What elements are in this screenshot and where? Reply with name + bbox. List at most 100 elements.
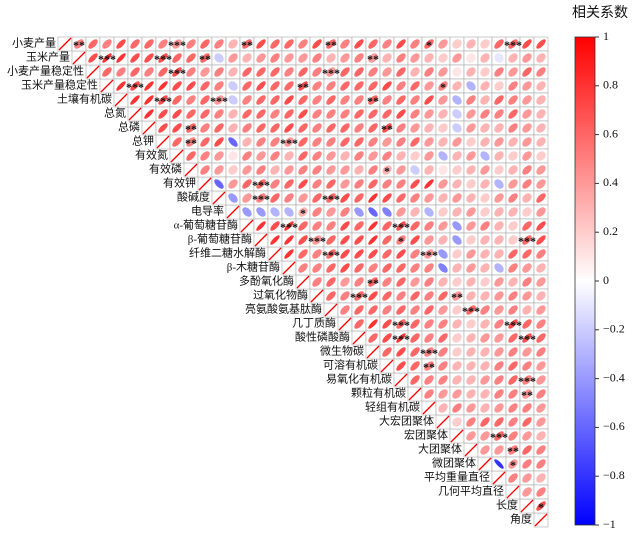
correlation-ellipse: [396, 263, 406, 273]
correlation-ellipse: [284, 109, 294, 119]
significance-star: **: [367, 94, 379, 108]
correlation-ellipse: [466, 165, 476, 175]
significance-star: ***: [322, 66, 340, 80]
colorbar-tick-label: 0.2: [603, 224, 618, 238]
correlation-ellipse: [438, 277, 448, 287]
correlation-ellipse: [270, 67, 280, 77]
row-label: 大宏团聚体: [379, 414, 434, 428]
row-label: 平均重量直径: [424, 470, 490, 484]
correlation-ellipse: [522, 53, 532, 63]
correlation-ellipse: [452, 291, 462, 301]
correlation-ellipse: [284, 249, 294, 259]
correlation-ellipse: [396, 333, 406, 343]
significance-star: **: [381, 122, 393, 136]
correlation-ellipse: [536, 263, 546, 273]
correlation-ellipse: [200, 137, 210, 147]
diagonal-mark: [240, 219, 254, 233]
row-label: 小麦产量: [12, 36, 56, 50]
correlation-ellipse: [284, 39, 294, 49]
correlation-ellipse: [410, 67, 420, 77]
correlation-ellipse: [200, 95, 210, 105]
correlation-ellipse: [466, 375, 476, 385]
correlation-ellipse: [326, 95, 336, 105]
correlation-ellipse: [536, 81, 546, 91]
correlation-ellipse: [396, 305, 406, 315]
colorbar-tick-label: 0.6: [603, 126, 618, 140]
correlation-ellipse: [494, 53, 504, 63]
correlation-ellipse: [172, 53, 182, 63]
correlation-ellipse: [424, 305, 434, 315]
correlation-ellipse: [480, 277, 490, 287]
correlation-ellipse: [452, 389, 462, 399]
correlation-ellipse: [452, 193, 462, 203]
correlation-ellipse: [172, 81, 182, 91]
correlation-ellipse: [480, 291, 490, 301]
row-label: 宏团聚体: [404, 428, 448, 442]
correlation-ellipse: [298, 95, 308, 105]
correlation-ellipse: [480, 431, 490, 441]
significance-star: ***: [490, 430, 508, 444]
correlation-ellipse: [368, 235, 378, 245]
significance-star: **: [423, 360, 435, 374]
correlation-ellipse: [536, 403, 546, 413]
correlation-ellipse: [298, 179, 308, 189]
correlation-ellipse: [494, 221, 504, 231]
diagonal-mark: [450, 429, 464, 443]
correlation-ellipse: [410, 319, 420, 329]
correlation-ellipse: [452, 81, 462, 91]
correlation-ellipse: [326, 67, 336, 77]
correlation-ellipse: [270, 165, 280, 175]
correlation-ellipse: [466, 179, 476, 189]
correlation-ellipse: [326, 123, 336, 133]
correlation-ellipse: [382, 67, 392, 77]
correlation-ellipse: [340, 221, 350, 231]
diagonal-mark: [534, 513, 548, 527]
correlation-ellipse: [256, 67, 266, 77]
correlation-ellipse: [438, 123, 448, 133]
correlation-ellipse: [494, 445, 504, 455]
correlation-ellipse: [494, 81, 504, 91]
correlation-ellipse: [326, 193, 336, 203]
correlation-ellipse: [214, 151, 224, 161]
correlation-ellipse: [368, 81, 378, 91]
correlation-ellipse: [102, 67, 112, 77]
correlation-ellipse: [242, 137, 252, 147]
correlation-ellipse: [144, 53, 154, 63]
correlation-ellipse: [214, 95, 224, 105]
correlation-ellipse: [298, 81, 308, 91]
significance-star: ***: [210, 94, 228, 108]
correlation-ellipse: [130, 39, 140, 49]
correlation-ellipse: [508, 333, 518, 343]
correlation-ellipse: [452, 95, 462, 105]
colorbar-tick-label: −0.6: [603, 419, 625, 433]
correlation-ellipse: [438, 389, 448, 399]
diagonal-mark: [114, 93, 128, 107]
correlation-ellipse: [242, 81, 252, 91]
correlation-ellipse: [452, 207, 462, 217]
diagonal-mark: [338, 317, 352, 331]
correlation-ellipse: [536, 207, 546, 217]
correlation-ellipse: [256, 39, 266, 49]
significance-star: ***: [504, 318, 522, 332]
correlation-ellipse: [480, 193, 490, 203]
correlation-ellipse: [438, 151, 448, 161]
correlation-ellipse: [494, 179, 504, 189]
correlation-ellipse: [382, 291, 392, 301]
correlation-ellipse: [270, 39, 280, 49]
correlation-ellipse: [466, 333, 476, 343]
significance-star: ***: [168, 38, 186, 52]
correlation-ellipse: [410, 221, 420, 231]
correlation-ellipse: [480, 319, 490, 329]
correlation-ellipse: [536, 179, 546, 189]
correlation-ellipse: [508, 277, 518, 287]
correlation-ellipse: [536, 95, 546, 105]
correlation-ellipse: [480, 249, 490, 259]
correlation-ellipse: [466, 193, 476, 203]
correlation-ellipse: [536, 151, 546, 161]
correlation-ellipse: [480, 137, 490, 147]
colorbar-tick-label: −0.2: [603, 322, 625, 336]
correlation-ellipse: [466, 263, 476, 273]
row-label: 过氧化物酶: [253, 288, 308, 302]
row-label: 微生物碳: [320, 344, 364, 358]
correlation-ellipse: [536, 137, 546, 147]
